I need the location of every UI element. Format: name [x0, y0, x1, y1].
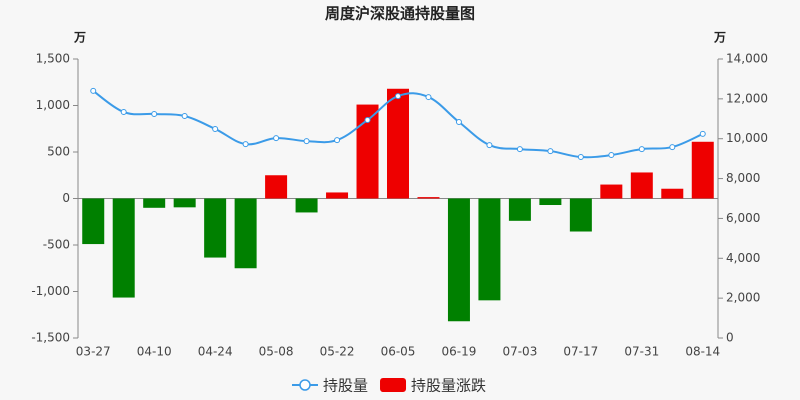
x-tick-label: 04-10 — [137, 345, 172, 359]
line-point — [181, 112, 188, 119]
y-tick-label: 500 — [47, 145, 70, 159]
legend-label: 持股量 — [323, 377, 368, 395]
y2-tick-label: 10,000 — [726, 131, 768, 145]
line-point — [273, 135, 280, 142]
bar — [691, 141, 714, 199]
line-point — [212, 125, 219, 132]
bar — [234, 198, 257, 269]
bar — [600, 184, 623, 199]
y2-tick-label: 4,000 — [726, 251, 760, 265]
y2-tick-label: 0 — [726, 331, 734, 345]
bar — [173, 198, 196, 208]
x-tick-label: 03-27 — [76, 345, 111, 359]
bar — [447, 198, 470, 322]
bar — [417, 197, 440, 199]
line-point — [486, 142, 493, 149]
line-point — [120, 109, 127, 116]
x-tick-label: 06-05 — [381, 345, 416, 359]
line-point — [577, 154, 584, 161]
y-tick-label: -1,500 — [31, 331, 70, 345]
y2-tick-label: 2,000 — [726, 291, 760, 305]
bar — [387, 88, 409, 199]
bar — [204, 198, 227, 258]
y2-tick-label: 14,000 — [726, 52, 768, 66]
line-point — [395, 93, 401, 100]
line-point — [425, 94, 432, 101]
y-tick-label: 1,500 — [36, 52, 70, 66]
y-tick-label: 0 — [62, 191, 70, 205]
y-tick-label: -1,000 — [31, 284, 70, 298]
line-point — [638, 146, 645, 153]
bar — [356, 104, 379, 199]
y-unit: 万 — [73, 31, 86, 45]
y2-tick-label: 8,000 — [726, 171, 760, 185]
y-tick-label: 1,000 — [36, 98, 70, 112]
bar — [143, 198, 166, 208]
x-tick-label: 05-08 — [259, 345, 294, 359]
bar — [569, 198, 592, 232]
bar — [326, 192, 349, 199]
bar — [508, 198, 531, 221]
line-point — [242, 141, 249, 148]
line-point — [455, 118, 462, 125]
x-tick-label: 07-31 — [624, 345, 659, 359]
line-point — [334, 137, 341, 144]
x-tick-label: 05-22 — [320, 345, 355, 359]
bar — [265, 175, 288, 199]
legend-swatch — [380, 378, 407, 392]
bar — [478, 198, 501, 301]
bar — [112, 198, 135, 298]
x-tick-label: 08-14 — [685, 345, 720, 359]
legend-label: 持股量涨跌 — [411, 377, 486, 395]
legend-marker — [299, 379, 311, 391]
line-point — [547, 148, 554, 155]
line-point — [608, 152, 615, 159]
bar — [630, 172, 653, 199]
bar — [539, 198, 562, 206]
x-tick-label: 07-17 — [563, 345, 598, 359]
line-point — [364, 116, 371, 123]
line-point — [303, 138, 310, 145]
y2-tick-label: 12,000 — [726, 91, 768, 105]
line-point — [669, 144, 676, 151]
bar — [82, 198, 105, 245]
chart-title: 周度沪深股通持股量图 — [325, 5, 475, 23]
line-point — [699, 130, 706, 137]
y2-tick-label: 6,000 — [726, 211, 760, 225]
line-point — [516, 146, 523, 153]
y2-unit: 万 — [713, 31, 726, 45]
line-point — [90, 87, 97, 94]
bar — [295, 198, 318, 213]
bar — [661, 188, 684, 199]
y-tick-label: -500 — [43, 238, 70, 252]
x-tick-label: 04-24 — [198, 345, 233, 359]
x-tick-label: 06-19 — [442, 345, 477, 359]
x-tick-label: 07-03 — [502, 345, 537, 359]
line-point — [151, 111, 158, 118]
